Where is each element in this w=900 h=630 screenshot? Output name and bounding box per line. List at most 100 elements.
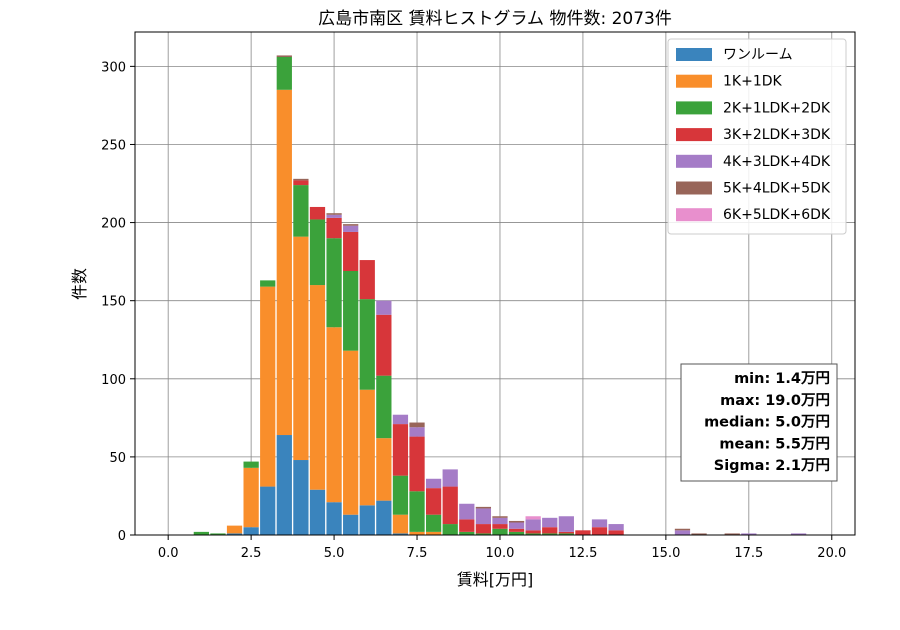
legend-swatch (676, 128, 712, 142)
bar-segment-0 (260, 486, 276, 535)
legend-swatch (676, 74, 712, 88)
bar-segment-1 (309, 285, 326, 490)
bar-segment-2 (243, 461, 259, 468)
bar-segment-3 (542, 527, 558, 534)
bar-segment-0 (226, 533, 243, 535)
bar-segment-6 (525, 516, 541, 520)
x-tick-label: 2.5 (241, 546, 262, 561)
bar-segment-1 (260, 286, 276, 487)
bar-segment-1 (376, 438, 392, 501)
bar-segment-5 (409, 422, 425, 428)
bar-segment-4 (790, 533, 807, 535)
legend-label: 3K+2LDK+3DK (723, 127, 831, 143)
bar-segment-3 (442, 486, 458, 525)
bar-segment-3 (608, 530, 624, 535)
bar-segment-0 (276, 435, 292, 535)
bar-segment-5 (475, 506, 492, 509)
stats-box-frame (680, 363, 838, 482)
bar-segment-2 (276, 56, 292, 90)
bar-segment-2 (260, 280, 276, 287)
chart-title: 広島市南区 賃料ヒストグラム 物件数: 2073件 (318, 9, 672, 29)
bar-segment-3 (525, 530, 541, 534)
bar-segment-3 (409, 436, 425, 492)
bar-segment-4 (376, 300, 392, 315)
bar-segment-5 (293, 178, 309, 181)
y-tick-label: 150 (101, 295, 126, 310)
histogram-bars (193, 55, 807, 535)
stats-line: min: 1.4万円 (734, 370, 830, 387)
x-tick-label: 10.0 (486, 546, 515, 561)
bar-segment-1 (359, 389, 375, 506)
bar-segment-3 (392, 424, 409, 476)
bar-segment-3 (376, 314, 392, 376)
bar-segment-2 (492, 528, 508, 535)
bar-segment-3 (492, 524, 508, 529)
stats-line: mean: 5.5万円 (719, 435, 830, 452)
bar-segment-4 (542, 517, 558, 528)
bar-segment-2 (425, 514, 442, 532)
x-tick-label: 5.0 (324, 546, 345, 561)
bar-segment-2 (459, 531, 475, 535)
bar-segment-4 (459, 503, 475, 520)
stats-line: Sigma: 2.1万円 (714, 457, 830, 474)
x-tick-label: 12.5 (568, 546, 597, 561)
bar-segment-5 (343, 224, 359, 226)
legend-label: ワンルーム (723, 47, 793, 63)
bar-segment-4 (608, 524, 624, 531)
legend-swatch (676, 101, 712, 115)
bar-segment-2 (343, 271, 359, 351)
legend-swatch (676, 154, 712, 168)
legend-swatch (676, 208, 712, 222)
legend-label: 1K+1DK (723, 74, 783, 90)
x-tick-label: 17.5 (734, 546, 763, 561)
y-tick-label: 100 (101, 373, 126, 388)
bar-segment-1 (409, 531, 425, 535)
bar-segment-3 (359, 260, 375, 300)
stats-line: max: 19.0万円 (720, 392, 830, 409)
bar-segment-3 (475, 524, 492, 534)
bar-segment-3 (326, 217, 342, 239)
bar-segment-5 (492, 516, 508, 518)
bar-segment-2 (210, 533, 226, 535)
bar-segment-2 (293, 185, 309, 237)
x-tick-label: 7.5 (407, 546, 428, 561)
bar-segment-2 (475, 533, 492, 535)
legend-label: 2K+1LDK+2DK (723, 100, 831, 116)
bar-segment-2 (392, 475, 409, 515)
bar-segment-3 (508, 528, 525, 532)
bar-segment-4 (525, 519, 541, 531)
stats-line: median: 5.0万円 (704, 414, 830, 431)
bar-segment-4 (741, 533, 757, 535)
bar-segment-1 (425, 531, 442, 535)
bar-segment-4 (591, 519, 608, 528)
bar-segment-2 (542, 533, 558, 535)
bar-segment-4 (508, 522, 525, 529)
bar-segment-0 (243, 527, 259, 535)
x-tick-label: 20.0 (817, 546, 846, 561)
y-tick-label: 0 (118, 529, 126, 544)
bar-segment-4 (409, 427, 425, 437)
legend: ワンルーム 1K+1DK 2K+1LDK+2DK 3K+2LDK+3DK 4K+3LDK… (667, 38, 847, 235)
bar-segment-3 (591, 527, 608, 535)
bar-segment-2 (409, 491, 425, 532)
bar-segment-0 (392, 533, 409, 535)
bar-segment-4 (392, 414, 409, 425)
bar-segment-4 (326, 214, 342, 218)
bar-segment-0 (293, 460, 309, 535)
x-axis-ticks: 0.0 2.5 5.0 7.5 10.0 12.5 15.0 17.5 20.0 (158, 535, 846, 561)
bar-segment-2 (309, 219, 326, 286)
bar-segment-1 (243, 467, 259, 528)
bar-segment-4 (442, 469, 458, 487)
stats-box: min: 1.4万円 max: 19.0万円 median: 5.0万円 mean: … (680, 363, 838, 482)
y-axis-ticks: 0 50 100 150 200 250 300 (101, 60, 135, 544)
bar-segment-4 (674, 530, 691, 535)
bar-segment-0 (326, 502, 342, 535)
bar-segment-0 (309, 489, 326, 535)
bar-segment-3 (575, 530, 591, 535)
bar-segment-5 (724, 533, 740, 535)
y-tick-label: 250 (101, 138, 126, 153)
y-axis-label: 件数 (70, 268, 89, 300)
bar-segment-5 (276, 55, 292, 57)
bar-segment-3 (309, 206, 326, 220)
